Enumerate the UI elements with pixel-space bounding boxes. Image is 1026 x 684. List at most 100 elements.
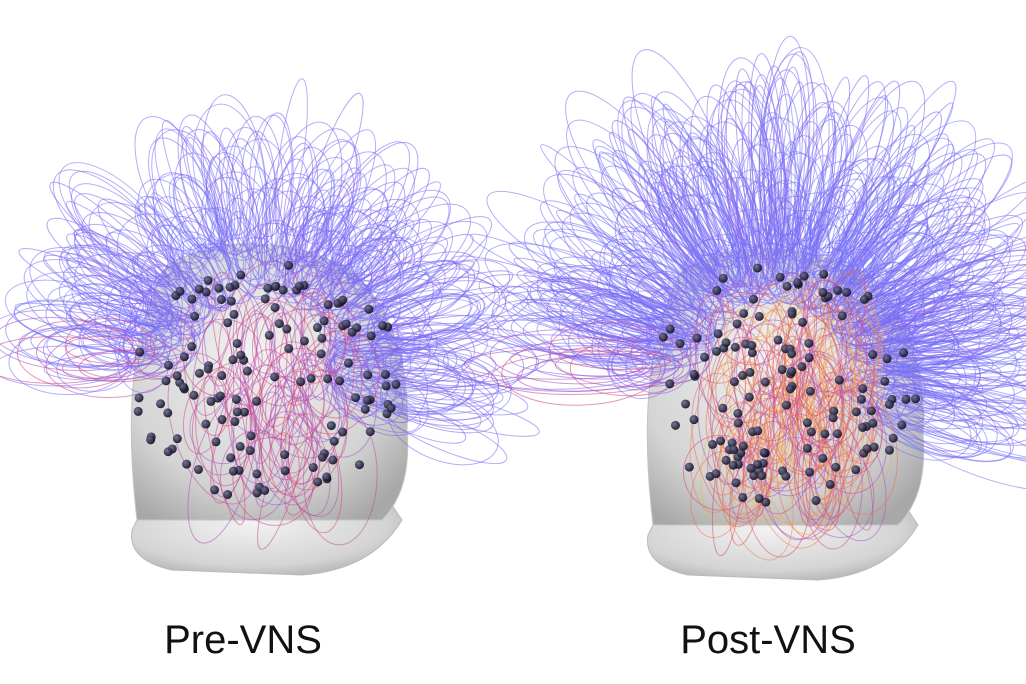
electrode: [825, 479, 835, 489]
connection-loop: [218, 127, 251, 247]
electrode: [228, 355, 238, 365]
electrode: [730, 342, 740, 352]
connection-loop: [185, 136, 229, 252]
electrode: [754, 311, 764, 321]
electrode: [747, 340, 757, 350]
electrode: [806, 427, 816, 437]
electrode: [172, 434, 182, 444]
connection-loop: [265, 121, 343, 275]
electrode: [236, 270, 246, 280]
connection-loop: [842, 187, 971, 308]
connection-loop: [809, 133, 854, 245]
connection-loop: [540, 144, 688, 284]
electrode: [365, 427, 375, 437]
connection-loop: [321, 187, 389, 266]
connection-loop: [337, 227, 389, 281]
connection-loops: [442, 35, 1026, 561]
connection-loop: [598, 152, 714, 290]
connection-loop: [298, 140, 361, 245]
electrode: [326, 421, 336, 431]
electrode: [731, 478, 741, 488]
electrode: [135, 347, 145, 357]
electrode: [752, 459, 762, 469]
electrode: [729, 445, 739, 455]
connection-loop: [303, 181, 406, 307]
electrode: [753, 426, 763, 436]
electrode: [217, 371, 227, 381]
electrode: [820, 429, 830, 439]
connection-loop: [696, 202, 740, 268]
connection-loop: [461, 342, 680, 392]
connection-loop: [898, 361, 1026, 387]
electrode: [323, 300, 333, 310]
connection-loop: [622, 96, 733, 283]
connection-loop: [283, 255, 334, 311]
electrode: [182, 459, 192, 469]
connection-loop: [799, 305, 848, 393]
connection-loop: [347, 349, 466, 413]
connection-loop: [26, 271, 138, 341]
connection-loop: [168, 177, 215, 255]
connection-loop: [887, 302, 994, 340]
electrode: [328, 455, 338, 465]
connection-loop: [369, 216, 493, 300]
electrode: [146, 435, 156, 445]
electrode: [901, 394, 911, 404]
electrode: [884, 399, 894, 409]
connection-loop: [276, 225, 334, 287]
electrode: [869, 442, 879, 452]
connection-loop: [66, 257, 145, 305]
electrode: [347, 327, 357, 337]
connection-loop: [52, 169, 169, 279]
electrode: [711, 346, 721, 356]
connection-loop: [706, 132, 756, 277]
electrode: [732, 319, 742, 329]
connection-loop: [78, 309, 144, 372]
electrode: [721, 338, 731, 348]
connection-loop: [43, 352, 175, 381]
connection-loop: [252, 112, 294, 270]
electrode: [363, 370, 373, 380]
connection-loop: [384, 387, 482, 430]
electrode: [868, 418, 878, 428]
electrode: [211, 437, 221, 447]
electrode: [689, 369, 699, 379]
connection-loop: [608, 334, 676, 399]
electrode: [802, 418, 812, 428]
connection-loop: [107, 251, 194, 322]
electrode: [232, 338, 242, 348]
connection-loop: [380, 360, 429, 424]
connection-loop: [735, 68, 771, 248]
connection-loop: [896, 337, 1026, 379]
electrode: [805, 386, 815, 396]
electrode: [216, 295, 226, 305]
electrode: [728, 460, 738, 470]
electrode: [226, 296, 236, 306]
electrode: [802, 443, 812, 453]
panel-label: Pre-VNS: [164, 618, 322, 662]
electrode: [280, 466, 290, 476]
electrode: [163, 360, 173, 370]
connection-loop: [46, 217, 153, 294]
electrode: [746, 463, 756, 473]
electrode: [793, 278, 803, 288]
connection-loop: [30, 325, 171, 368]
electrode: [187, 342, 197, 352]
connection-loop: [781, 351, 853, 457]
connection-loop: [247, 349, 313, 474]
connection-loop: [133, 244, 208, 317]
connection-loop: [707, 304, 762, 459]
connection-loop: [128, 265, 202, 337]
electrode: [713, 329, 723, 339]
electrode: [721, 455, 731, 465]
connection-loop: [780, 330, 824, 470]
connection-loop: [469, 233, 665, 321]
electrode: [274, 319, 284, 329]
electrode: [837, 311, 847, 321]
electrode: [317, 452, 327, 462]
connection-loop: [283, 128, 357, 255]
electrode: [899, 348, 909, 358]
electrode: [819, 269, 829, 279]
connection-loop: [780, 287, 834, 369]
electrode: [223, 490, 233, 500]
